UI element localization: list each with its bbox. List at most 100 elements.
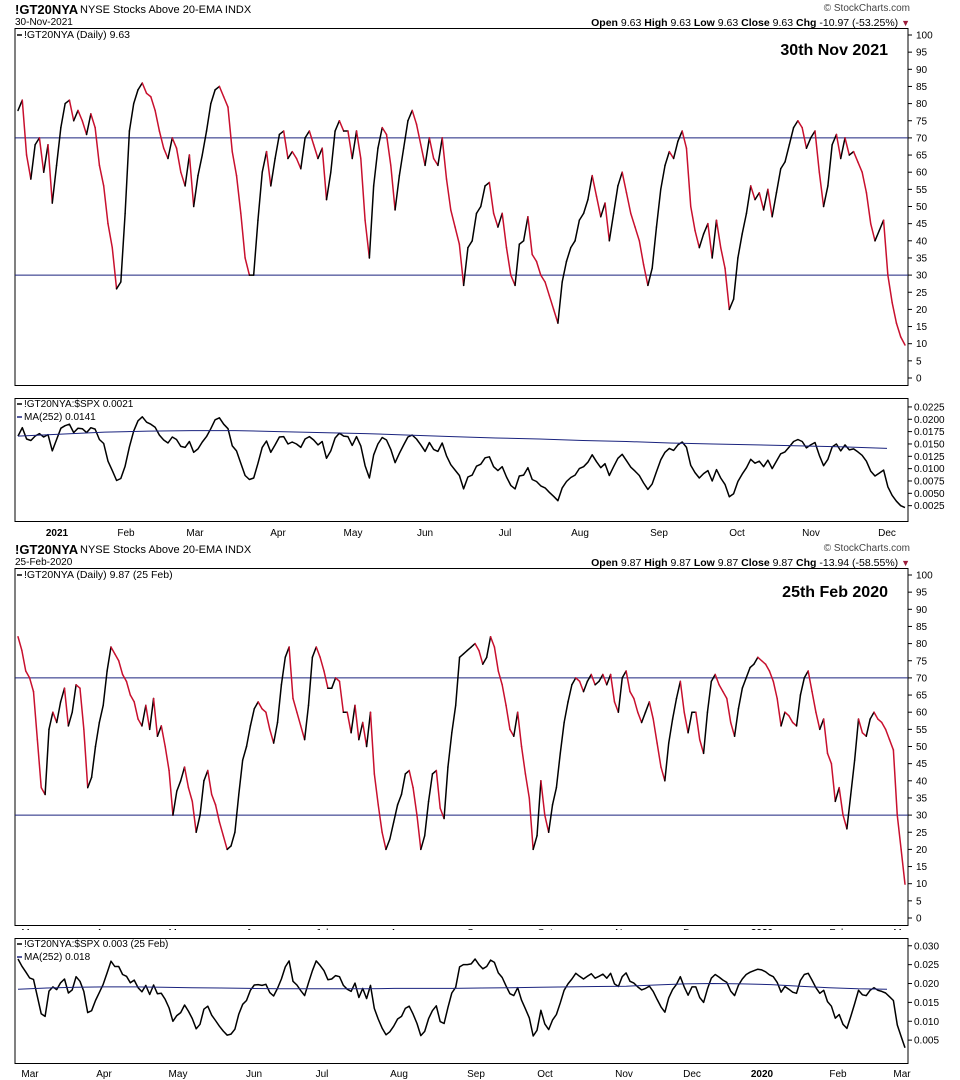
x-tick-label: Apr (270, 528, 286, 538)
series-segment (300, 725, 306, 741)
series-segment (609, 673, 616, 703)
series-segment (454, 226, 461, 245)
series-segment (842, 814, 848, 830)
y-tick-label: 55 (916, 725, 928, 736)
y-tick-label: 0.030 (914, 941, 939, 952)
series-segment (323, 670, 329, 689)
series-segment (423, 800, 430, 837)
ratio-panel-2021: 0.02250.02000.01750.01500.01250.01000.00… (14, 398, 945, 538)
y-tick-label: 100 (916, 31, 933, 42)
series-segment (745, 666, 751, 679)
series-segment (354, 704, 360, 741)
series-segment (338, 120, 345, 132)
series-segment (493, 646, 500, 672)
series-segment (524, 773, 531, 799)
y-tick-label: 55 (916, 185, 928, 196)
series-segment (261, 708, 267, 713)
y-tick-label: 75 (916, 116, 928, 127)
series-segment (480, 185, 486, 208)
series-segment (722, 690, 728, 700)
series-segment (432, 157, 439, 167)
symbol: !GT20NYA (15, 542, 79, 557)
x-tick-label: Aug (571, 528, 589, 538)
y-tick-label: 90 (916, 65, 928, 76)
main-panel-2021: 1009590858075706560555045403530252015105… (14, 28, 933, 386)
series-segment (284, 646, 290, 659)
series-segment (726, 697, 732, 724)
series-segment (869, 222, 876, 242)
series-segment (617, 171, 623, 187)
x-tick-label: Nov (615, 1069, 633, 1080)
series-segment (427, 773, 434, 803)
series-segment (51, 164, 58, 204)
series-segment (660, 164, 666, 191)
y-tick-label: 65 (916, 151, 928, 162)
series-segment (389, 821, 395, 840)
y-tick-label: 0.0150 (914, 439, 945, 450)
series-segment (784, 144, 791, 163)
y-tick-label: 10 (916, 339, 928, 350)
series-segment (563, 701, 569, 724)
series-segment (44, 728, 50, 796)
series-segment (575, 677, 581, 683)
series-segment (687, 711, 693, 734)
series-segment (214, 804, 221, 823)
series-segment (729, 721, 736, 737)
series-segment (102, 185, 109, 225)
y-tick-label: 80 (916, 99, 928, 110)
y-tick-label: 0.0075 (914, 476, 945, 487)
series-segment (187, 786, 194, 803)
series-segment (638, 240, 645, 266)
series-segment (707, 222, 713, 259)
series-segment (652, 718, 658, 744)
series-segment (439, 807, 445, 820)
series-segment (636, 711, 643, 724)
series-segment (884, 728, 891, 741)
series-segment (873, 711, 879, 720)
series-segment (85, 113, 92, 136)
series-segment (741, 212, 748, 235)
x-tick-label: May (169, 928, 188, 930)
series-segment (621, 670, 627, 679)
y-tick-label: 0 (916, 374, 922, 385)
series-segment (861, 732, 868, 737)
series-segment (369, 711, 376, 775)
series-segment (261, 150, 268, 173)
series-segment (757, 656, 763, 662)
y-tick-label: 0.020 (914, 979, 939, 990)
series-segment (839, 137, 846, 160)
series-segment (64, 99, 71, 105)
series-segment (478, 649, 484, 665)
series-segment (732, 257, 739, 300)
series-segment (510, 274, 516, 287)
series-segment (71, 684, 77, 713)
x-tick-label: 2020 (751, 928, 774, 930)
series-segment (685, 147, 692, 208)
down-triangle-icon: ▼ (901, 18, 910, 28)
series-segment (754, 192, 761, 201)
series-segment (540, 274, 546, 283)
series-segment (175, 147, 182, 173)
series-segment (613, 701, 620, 713)
series-segment (651, 226, 658, 269)
series-segment (852, 150, 859, 163)
series-segment (86, 776, 93, 789)
series-segment (625, 670, 631, 693)
series-segment (291, 150, 298, 160)
y-tick-label: 25 (916, 288, 928, 299)
series-segment (156, 725, 163, 737)
series-segment (768, 670, 775, 683)
series-segment (32, 690, 39, 741)
y-tick-label: 0.025 (914, 960, 939, 971)
series-segment (396, 793, 403, 806)
series-segment (737, 233, 743, 259)
series-segment (404, 769, 410, 775)
series-segment (784, 711, 790, 717)
series-segment (497, 212, 503, 228)
series-segment (81, 120, 88, 136)
series-segment (492, 212, 499, 228)
series-segment (179, 766, 186, 782)
series-segment (210, 89, 216, 105)
series-segment (719, 246, 726, 269)
series-segment (900, 848, 906, 885)
